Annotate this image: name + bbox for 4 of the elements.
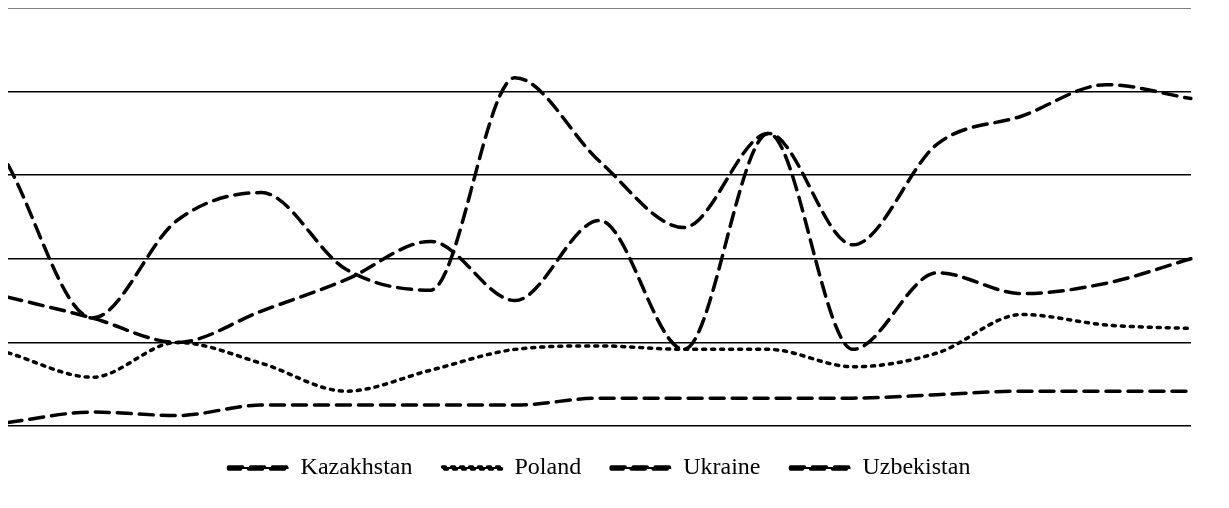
legend-label: Poland xyxy=(514,453,582,480)
legend-label: Ukraine xyxy=(683,453,761,480)
legend-label: Kazakhstan xyxy=(300,453,413,480)
legend-label: Uzbekistan xyxy=(862,453,971,480)
